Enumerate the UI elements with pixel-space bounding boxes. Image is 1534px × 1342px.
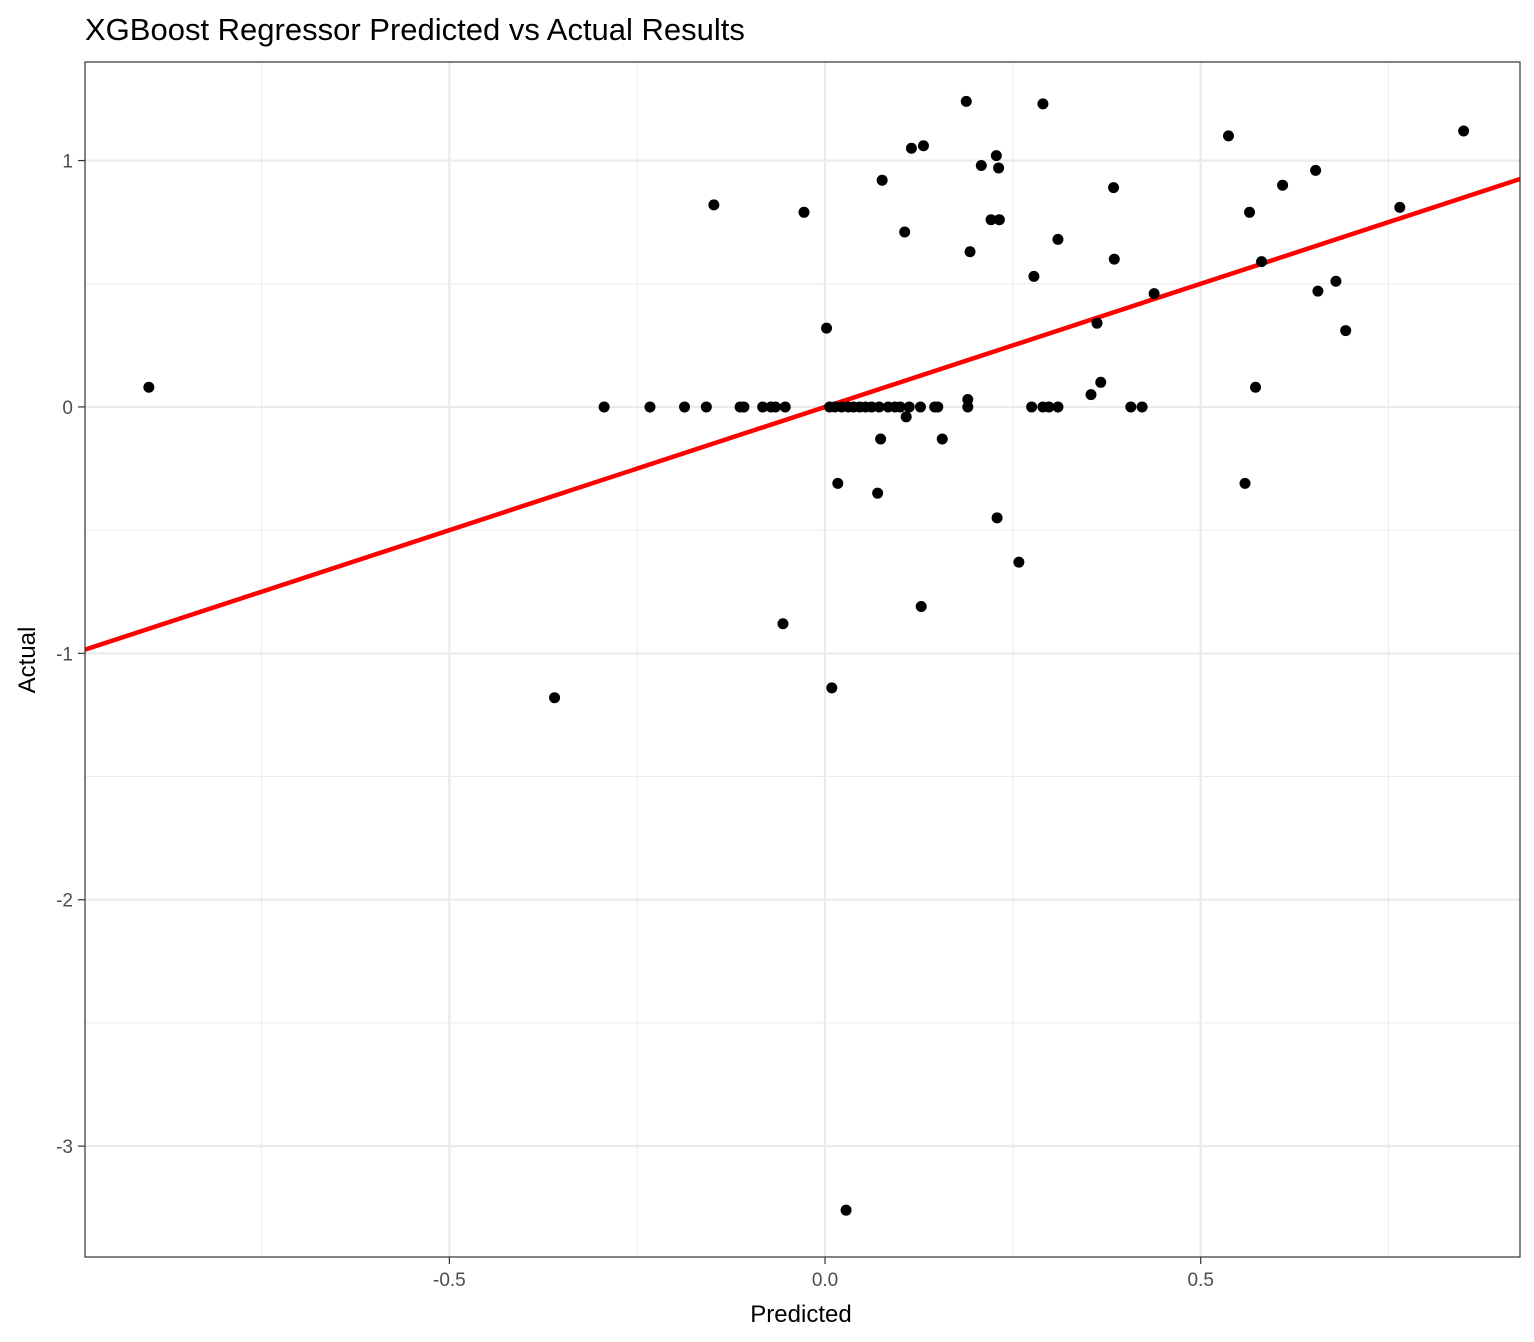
data-point [598, 401, 610, 413]
data-point [915, 601, 927, 613]
data-point [875, 433, 887, 445]
x-axis-ticks: -0.5 0.0 0.5 [433, 1257, 1214, 1291]
reference-line-layer [84, 176, 1521, 652]
data-point [757, 401, 769, 413]
data-point [700, 401, 712, 413]
data-point [917, 140, 929, 152]
data-point [777, 618, 789, 630]
data-point [985, 214, 997, 226]
plot-panel-border [84, 61, 1521, 1258]
data-point [1277, 179, 1289, 191]
data-point [679, 401, 691, 413]
reference-line [84, 176, 1521, 652]
data-point [905, 142, 917, 154]
data-point [1052, 401, 1064, 413]
data-point [1222, 130, 1234, 142]
data-point [1028, 270, 1040, 282]
data-point [894, 401, 906, 413]
major-gridlines [85, 62, 1520, 1257]
data-point [873, 401, 885, 413]
data-point [1108, 182, 1120, 194]
data-point [1312, 285, 1324, 297]
data-point [990, 150, 1002, 162]
data-point [932, 401, 944, 413]
data-point [1244, 206, 1256, 218]
data-point [826, 682, 838, 694]
data-point [991, 512, 1003, 524]
data-point [975, 159, 987, 171]
data-point [964, 246, 976, 258]
data-point [1239, 477, 1251, 489]
data-point [1037, 98, 1049, 110]
y-tick-label: 0 [62, 398, 73, 419]
data-point [738, 401, 750, 413]
data-point [549, 692, 561, 704]
data-point [1458, 125, 1470, 137]
data-point [798, 206, 810, 218]
data-point [1095, 376, 1107, 388]
data-point [1256, 256, 1268, 268]
x-axis-title: Predicted [750, 1301, 851, 1328]
data-point [993, 162, 1005, 174]
data-point [1091, 317, 1103, 329]
data-point [644, 401, 656, 413]
data-points [143, 95, 1470, 1216]
data-point [960, 95, 972, 107]
data-point [708, 199, 720, 211]
data-point [1310, 164, 1322, 176]
y-tick-label: -2 [56, 891, 73, 912]
data-point [1026, 401, 1038, 413]
data-point [1394, 201, 1406, 213]
x-tick-label: 0.5 [1187, 1270, 1213, 1291]
y-axis-ticks: 1 0 -1 -2 -3 [56, 152, 85, 1158]
y-axis-title: Actual [14, 627, 41, 694]
data-point [769, 401, 781, 413]
data-point [1330, 275, 1342, 287]
data-point [1136, 401, 1148, 413]
data-point [1085, 389, 1097, 401]
data-point [903, 401, 915, 413]
data-point [899, 226, 911, 238]
minor-gridlines [85, 62, 1520, 1257]
data-point [1340, 325, 1352, 337]
data-point [876, 174, 888, 186]
y-tick-label: -3 [56, 1137, 73, 1158]
data-point [840, 1204, 852, 1216]
data-point [1043, 401, 1055, 413]
data-point [872, 487, 884, 499]
data-point [1125, 401, 1137, 413]
data-point [900, 411, 912, 423]
data-point [1250, 381, 1262, 393]
data-point [1052, 233, 1064, 245]
data-point [143, 381, 155, 393]
data-point [962, 394, 974, 406]
y-tick-label: 1 [62, 152, 73, 173]
data-point [821, 322, 833, 334]
data-point [914, 401, 926, 413]
data-point [832, 477, 844, 489]
data-point [779, 401, 791, 413]
data-point [936, 433, 948, 445]
chart-title: XGBoost Regressor Predicted vs Actual Re… [85, 12, 745, 47]
y-tick-label: -1 [56, 644, 73, 665]
x-tick-label: -0.5 [433, 1270, 466, 1291]
data-point [1148, 288, 1160, 300]
data-point [1013, 556, 1025, 568]
data-point [1108, 253, 1120, 265]
x-tick-label: 0.0 [812, 1270, 838, 1291]
data-point [993, 214, 1005, 226]
